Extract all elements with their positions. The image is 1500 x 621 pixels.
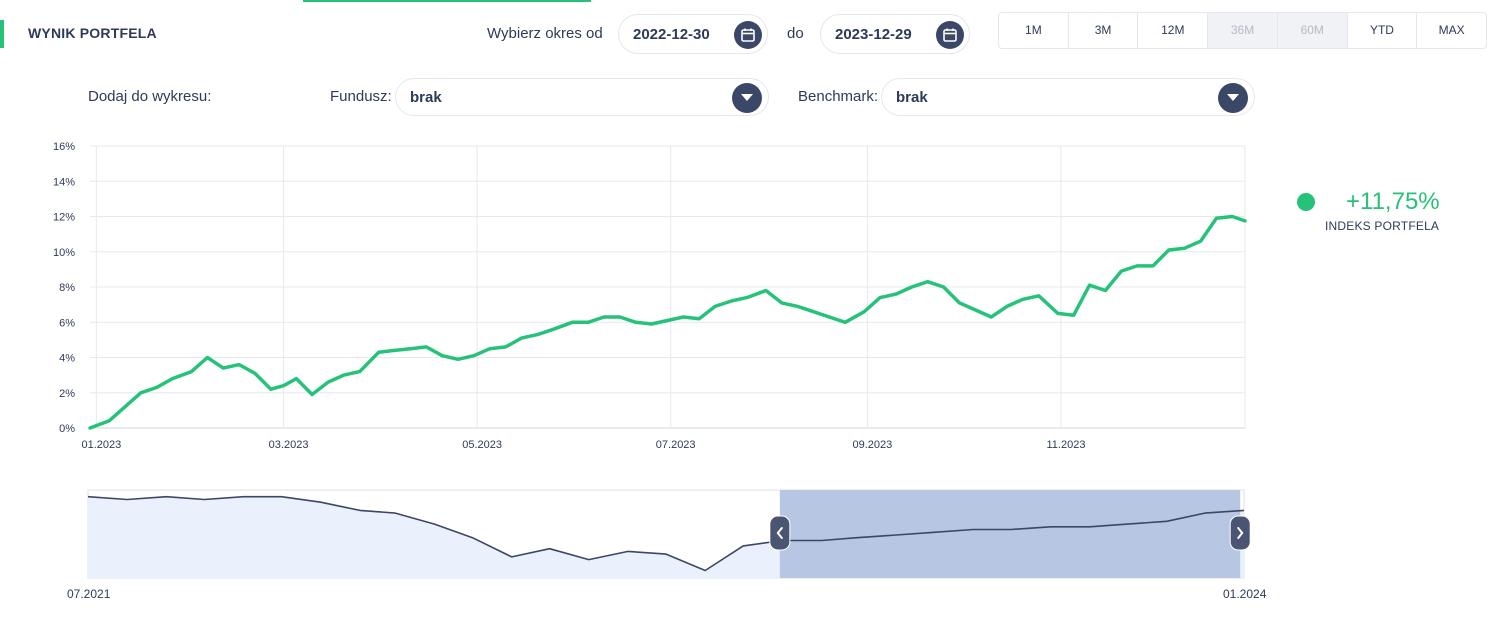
range-button-max[interactable]: MAX (1438, 23, 1465, 37)
y-tick-label: 0% (59, 423, 75, 435)
range-button-3m[interactable]: 3M (1069, 13, 1139, 48)
active-tab-indicator (303, 0, 591, 2)
legend-value: +11,75% (1346, 188, 1440, 215)
y-tick-label: 10% (53, 247, 75, 259)
chevron-down-icon[interactable] (1218, 83, 1248, 113)
chevron-left-icon[interactable] (769, 515, 791, 551)
calendar-icon[interactable] (734, 21, 762, 49)
chevron-right-icon[interactable] (1229, 515, 1251, 551)
legend-marker (1297, 193, 1315, 211)
date-to-value: 2023-12-29 (835, 26, 912, 43)
x-tick-label: 03.2023 (269, 439, 309, 451)
range-button-12m[interactable]: 12M (1138, 13, 1209, 48)
range-button-36m: 36M (1208, 13, 1278, 48)
x-tick-label: 05.2023 (462, 439, 502, 451)
chevron-down-icon[interactable] (732, 83, 762, 113)
fund-label: Fundusz: (330, 88, 392, 105)
page-title: WYNIK PORTFELA (28, 25, 157, 41)
navigator-selection[interactable] (779, 490, 1241, 578)
legend-series-name: INDEKS PORTFELA (1325, 219, 1440, 233)
range-button-60m: 60M (1277, 13, 1348, 48)
add-to-chart-label: Dodaj do wykresu: (88, 88, 212, 105)
navigator-end-label: 01.2024 (1223, 587, 1267, 601)
benchmark-select[interactable]: brak (881, 78, 1255, 116)
y-tick-label: 12% (53, 212, 75, 224)
y-tick-label: 16% (53, 141, 75, 153)
y-tick-label: 2% (59, 388, 75, 400)
fund-select-value: brak (410, 89, 442, 106)
x-tick-label: 07.2023 (656, 439, 696, 451)
y-tick-label: 8% (59, 282, 75, 294)
header: WYNIK PORTFELA Wybierz okres od 2022-12-… (0, 12, 1500, 54)
benchmark-select-value: brak (896, 89, 928, 106)
navigator-line (87, 495, 1245, 572)
period-to-label: do (787, 25, 804, 42)
x-tick-label: 01.2023 (81, 439, 121, 451)
range-button-ytd[interactable]: YTD (1348, 13, 1418, 48)
date-from-value: 2022-12-30 (633, 26, 710, 43)
date-from-field[interactable]: 2022-12-30 (618, 14, 768, 54)
calendar-icon[interactable] (936, 21, 964, 49)
benchmark-label: Benchmark: (798, 88, 879, 105)
portfolio-chart: 0% 2% 4% 6% 8% 10% 12% 14% 16% 01.2023 03.2023 05.… (53, 141, 1251, 579)
y-tick-label: 14% (53, 176, 75, 188)
x-tick-label: 09.2023 (853, 439, 893, 451)
fund-select[interactable]: brak (395, 78, 769, 116)
add-to-chart-row: Dodaj do wykresu: Fundusz: brak Benchmar… (0, 78, 1500, 116)
date-to-field[interactable]: 2023-12-29 (820, 14, 970, 54)
period-from-label: Wybierz okres od (487, 25, 603, 42)
range-button-1m[interactable]: 1M (999, 13, 1069, 48)
navigator-start-label: 07.2021 (67, 587, 111, 601)
title-accent-bar (0, 20, 4, 48)
range-selector: 1M 3M 12M 36M 60M YTD MAX (998, 12, 1487, 49)
y-tick-label: 6% (59, 317, 75, 329)
x-tick-label: 11.2023 (1046, 439, 1085, 451)
y-tick-label: 4% (59, 353, 75, 365)
series-line-portfolio-index (88, 214, 1247, 430)
